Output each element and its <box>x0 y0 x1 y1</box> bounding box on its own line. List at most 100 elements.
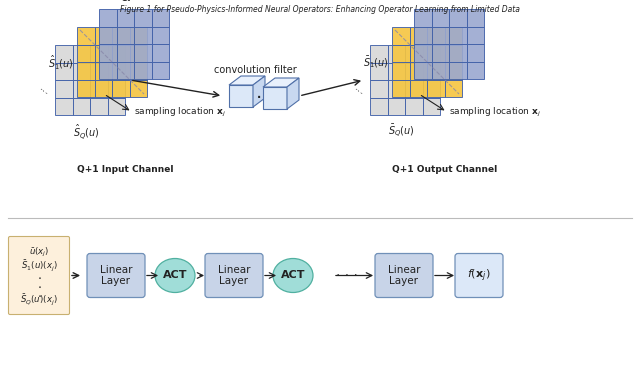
Bar <box>431 9 449 26</box>
Bar <box>99 9 116 26</box>
Polygon shape <box>253 76 265 107</box>
Text: $\bar{S}_Q(u)(x_j)$: $\bar{S}_Q(u)(x_j)$ <box>20 292 58 307</box>
Bar <box>129 79 147 97</box>
Bar <box>405 63 422 80</box>
Bar <box>116 44 134 62</box>
Bar <box>152 62 169 79</box>
Text: ACT: ACT <box>163 270 188 280</box>
Text: $\hat{S}_1(u)$: $\hat{S}_1(u)$ <box>48 53 74 71</box>
Text: $\cdot$: $\cdot$ <box>36 289 42 302</box>
Bar <box>99 26 116 44</box>
Bar <box>410 27 427 44</box>
Bar <box>229 85 253 107</box>
Bar <box>152 44 169 62</box>
Bar <box>449 26 467 44</box>
Bar <box>77 44 95 62</box>
Text: ·: · <box>256 89 262 107</box>
Bar <box>134 62 152 79</box>
Bar <box>405 97 422 115</box>
Text: $\bar{S}_1(u)(x_j)$: $\bar{S}_1(u)(x_j)$ <box>20 258 58 273</box>
Bar <box>95 79 112 97</box>
Text: $\cdot$: $\cdot$ <box>36 280 42 293</box>
Bar <box>427 27 445 44</box>
Bar <box>99 44 116 62</box>
Bar <box>77 27 95 44</box>
Bar <box>116 9 134 26</box>
Bar <box>90 63 108 80</box>
Text: sampling location $\mathbf{x}_j$: sampling location $\mathbf{x}_j$ <box>134 105 226 118</box>
Bar <box>387 45 405 63</box>
Text: · · ·: · · · <box>335 269 357 283</box>
Bar <box>422 97 440 115</box>
Bar <box>414 44 431 62</box>
Bar <box>134 26 152 44</box>
Bar <box>90 97 108 115</box>
Bar <box>392 62 410 79</box>
Bar <box>129 62 147 79</box>
Bar <box>90 80 108 97</box>
Text: $\bar{S}_1(u)$: $\bar{S}_1(u)$ <box>363 54 389 70</box>
Polygon shape <box>229 76 265 85</box>
Bar <box>467 26 484 44</box>
Text: convolution filter: convolution filter <box>214 65 296 75</box>
Bar <box>55 45 72 63</box>
Text: $\hat{S}_Q(u)$: $\hat{S}_Q(u)$ <box>73 123 100 142</box>
Bar <box>370 63 387 80</box>
Bar <box>405 80 422 97</box>
Bar <box>414 62 431 79</box>
Bar <box>108 63 125 80</box>
Text: Q+1 Input Channel: Q+1 Input Channel <box>77 165 173 174</box>
Bar <box>77 62 95 79</box>
Bar <box>445 27 462 44</box>
Bar <box>112 44 129 62</box>
Bar <box>99 62 116 79</box>
Bar <box>445 44 462 62</box>
Bar <box>422 80 440 97</box>
Text: $f(\mathbf{x}_j)$: $f(\mathbf{x}_j)$ <box>467 267 491 284</box>
Text: sampling location $\mathbf{x}_j$: sampling location $\mathbf{x}_j$ <box>449 105 541 118</box>
Bar <box>95 44 112 62</box>
Bar <box>392 44 410 62</box>
Bar <box>449 44 467 62</box>
Text: Q+1 Output Channel: Q+1 Output Channel <box>392 165 497 174</box>
Bar <box>431 44 449 62</box>
Bar <box>72 63 90 80</box>
Bar <box>112 27 129 44</box>
Bar <box>422 45 440 63</box>
Bar <box>108 80 125 97</box>
Bar <box>134 9 152 26</box>
Bar <box>129 44 147 62</box>
Text: $\bar{S}_Q(u)$: $\bar{S}_Q(u)$ <box>388 123 415 140</box>
Bar <box>467 9 484 26</box>
Text: $u$: $u$ <box>120 0 132 5</box>
Bar <box>370 45 387 63</box>
Text: ...: ... <box>38 83 52 97</box>
Text: $\bar{u}$: $\bar{u}$ <box>435 0 447 5</box>
Bar <box>95 62 112 79</box>
Bar <box>387 63 405 80</box>
Bar <box>427 44 445 62</box>
FancyBboxPatch shape <box>455 254 503 298</box>
FancyBboxPatch shape <box>87 254 145 298</box>
Bar <box>72 97 90 115</box>
Text: Linear
Layer: Linear Layer <box>388 265 420 286</box>
Text: ACT: ACT <box>281 270 305 280</box>
Bar <box>108 97 125 115</box>
Bar <box>108 45 125 63</box>
Bar <box>90 45 108 63</box>
Bar <box>410 44 427 62</box>
Bar <box>55 97 72 115</box>
Bar <box>414 26 431 44</box>
Text: $\bar{u}(x_j)$: $\bar{u}(x_j)$ <box>29 246 49 259</box>
FancyBboxPatch shape <box>8 236 70 314</box>
Bar <box>55 80 72 97</box>
Bar <box>467 44 484 62</box>
Bar <box>431 26 449 44</box>
Bar <box>431 62 449 79</box>
FancyBboxPatch shape <box>375 254 433 298</box>
Text: $\cdot$: $\cdot$ <box>36 271 42 284</box>
Bar <box>129 27 147 44</box>
Bar <box>414 9 431 26</box>
Text: Linear
Layer: Linear Layer <box>100 265 132 286</box>
Bar <box>77 79 95 97</box>
